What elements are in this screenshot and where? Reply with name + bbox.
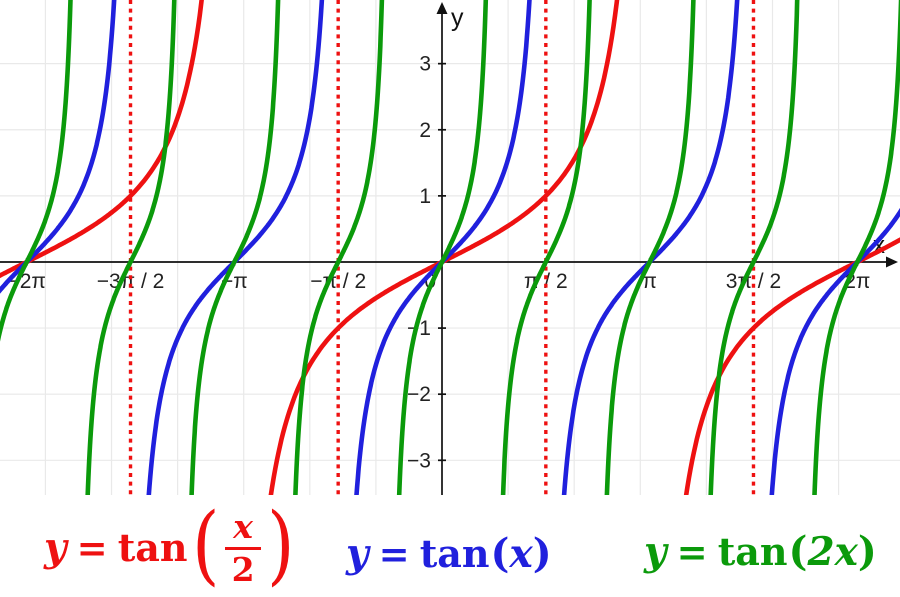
function-name: tan [717, 529, 788, 574]
formula-lhs: y [44, 524, 67, 571]
y-tick-label: −2 [407, 383, 431, 406]
x-axis-arrow [886, 256, 898, 268]
equals-sign: = [76, 525, 108, 570]
y-axis-label: y [451, 4, 464, 32]
close-paren: ) [532, 530, 552, 577]
x-tick-label: −π / 2 [310, 270, 366, 293]
x-tick-label: −3π / 2 [97, 270, 165, 293]
open-paren: ( [788, 528, 808, 575]
function-name: tan [117, 525, 188, 570]
legend-formula-tan-x: y = tan ( x ) [346, 531, 552, 577]
x-tick-label: 3π / 2 [726, 270, 781, 293]
fraction-denominator: 2 [231, 550, 255, 590]
legend-formula-tan-2x: y = tan ( 2x ) [644, 529, 877, 575]
y-axis-arrow [436, 2, 448, 14]
fraction-bar [225, 546, 262, 551]
function-name: tan [419, 531, 490, 576]
y-tick-label: 3 [419, 53, 431, 76]
equals-sign: = [676, 529, 708, 574]
y-tick-label: 2 [419, 119, 431, 142]
function-argument: x [509, 530, 533, 577]
close-paren: ) [857, 528, 877, 575]
curve-tan-2x- [0, 0, 900, 495]
y-tick-label: −3 [407, 449, 431, 472]
open-paren: ( [490, 530, 510, 577]
legend-formula-tan-half-x: y = tan ( x 2 ) [44, 495, 295, 595]
fraction-numerator: x [233, 506, 253, 546]
x-tick-label: π [642, 270, 657, 293]
fraction-x-over-2: x 2 [225, 506, 262, 590]
function-argument: 2x [807, 528, 858, 575]
formula-lhs: y [346, 530, 369, 577]
y-tick-label: 1 [419, 185, 431, 208]
equals-sign: = [378, 531, 410, 576]
formula-lhs: y [644, 528, 667, 575]
